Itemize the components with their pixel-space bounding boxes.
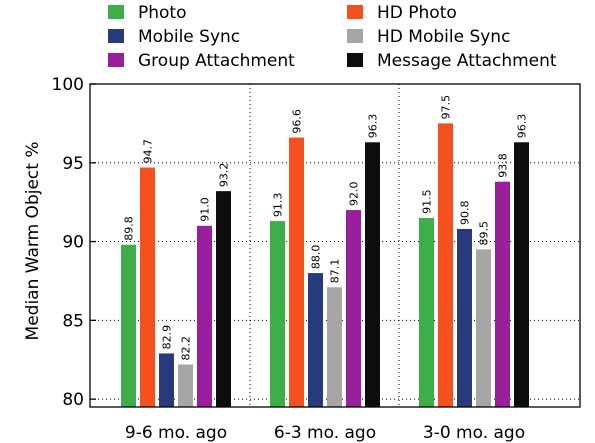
data-label: 89.5 xyxy=(478,221,491,246)
bar xyxy=(197,225,212,407)
data-label: 91.5 xyxy=(421,189,434,214)
data-label: 93.2 xyxy=(218,163,231,188)
bar xyxy=(140,167,155,407)
bar xyxy=(178,364,193,407)
data-label: 92.0 xyxy=(348,182,361,207)
bar xyxy=(289,137,304,407)
bar xyxy=(270,221,285,407)
bar xyxy=(514,142,529,408)
bar xyxy=(327,287,342,407)
chart-legend: Photo HD Photo Mobile Sync HD Mobile Sync Gr… xyxy=(108,3,557,71)
bar xyxy=(457,228,472,407)
bar xyxy=(495,181,510,407)
plot-area: 89.8 91.3 91.5 94.7 96.6 97.5 82.9 88.0 90.8 82.2… xyxy=(52,75,581,443)
y-tick-label: 100 xyxy=(52,75,84,95)
bar xyxy=(365,142,380,408)
plot-frame xyxy=(89,83,581,408)
x-tick-label: 6-3 mo. ago xyxy=(274,423,376,443)
data-label: 91.0 xyxy=(199,197,212,222)
bar xyxy=(159,353,174,407)
data-label: 91.3 xyxy=(272,193,285,218)
data-label: 96.6 xyxy=(291,109,304,134)
legend-swatch xyxy=(347,5,363,19)
bar xyxy=(438,123,453,407)
legend-swatch xyxy=(108,29,124,43)
data-label: 93.8 xyxy=(497,153,510,178)
legend-label: Group Attachment xyxy=(138,51,295,71)
legend-swatch xyxy=(108,5,124,19)
y-tick-label: 80 xyxy=(62,390,84,410)
data-label: 87.1 xyxy=(329,259,342,284)
x-tick-label: 3-0 mo. ago xyxy=(423,423,525,443)
bar xyxy=(419,217,434,407)
bar xyxy=(216,191,231,407)
legend-swatch xyxy=(108,53,124,67)
y-axis-title: Median Warm Object % xyxy=(23,142,43,341)
legend-label: HD Mobile Sync xyxy=(377,27,510,47)
data-label: 90.8 xyxy=(459,200,472,225)
y-tick-label: 85 xyxy=(62,311,84,331)
data-label: 82.9 xyxy=(161,325,174,350)
data-label: 96.3 xyxy=(516,114,529,139)
y-tick-label: 95 xyxy=(62,154,84,174)
data-label: 97.5 xyxy=(440,95,453,120)
data-label: 88.0 xyxy=(310,245,323,270)
legend-label: HD Photo xyxy=(377,3,457,23)
y-tick-label: 90 xyxy=(62,233,84,253)
legend-swatch xyxy=(347,29,363,43)
bar xyxy=(346,210,361,407)
x-tick-label: 9-6 mo. ago xyxy=(125,423,227,443)
data-label: 96.3 xyxy=(367,114,380,139)
bar xyxy=(308,273,323,407)
legend-label: Mobile Sync xyxy=(138,27,240,47)
bar xyxy=(121,244,136,407)
bar xyxy=(476,249,491,407)
data-label: 82.2 xyxy=(180,336,193,361)
data-label: 94.7 xyxy=(142,139,155,164)
legend-swatch xyxy=(347,53,363,67)
legend-label: Photo xyxy=(138,3,187,23)
legend-label: Message Attachment xyxy=(377,51,557,71)
data-label: 89.8 xyxy=(123,216,136,241)
